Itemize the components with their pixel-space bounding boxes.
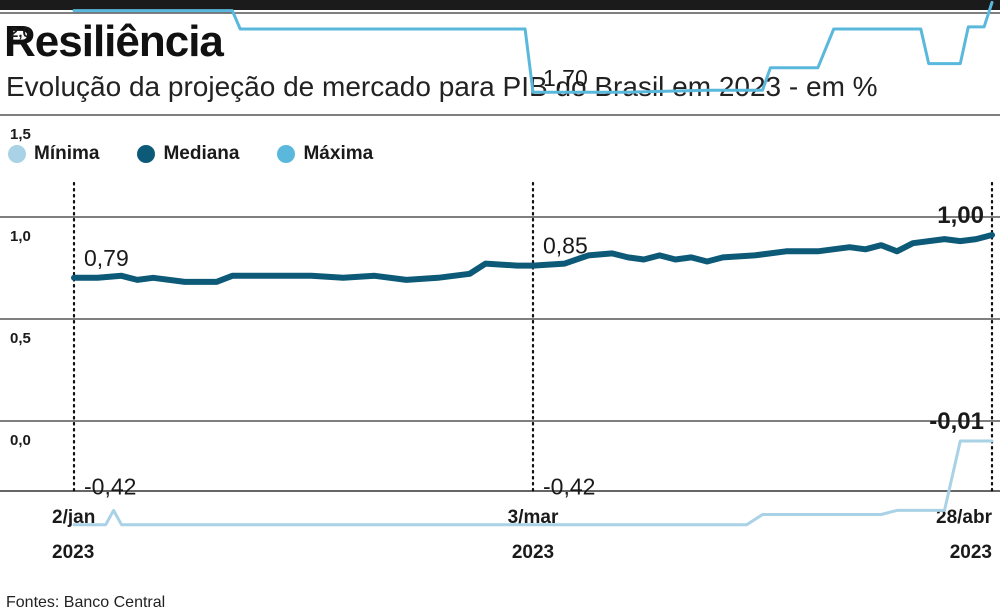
legend-swatch-mediana xyxy=(137,145,156,163)
y-tick-label-1: 2,0 xyxy=(10,24,31,41)
y-tick-label-2: 1,5 xyxy=(10,126,31,143)
y-tick-label-4: 0,5 xyxy=(10,330,31,347)
data-label-mediana-1: 0,85 xyxy=(543,233,588,259)
x-tick-label-2: 28/abr xyxy=(936,507,993,528)
chart-subtitle: Evolução da projeção de mercado para PIB… xyxy=(6,71,878,102)
data-label-maxima-0: 2,10 xyxy=(84,0,129,4)
legend: Mínima Mediana Máxima xyxy=(8,140,411,168)
legend-item-minima: Mínima xyxy=(8,143,99,165)
series-line-mediana xyxy=(71,232,995,285)
legend-swatch-maxima xyxy=(277,145,296,163)
x-tick-label-0: 2/jan xyxy=(52,507,95,528)
legend-item-mediana: Mediana xyxy=(137,143,239,165)
data-label-minima-1: -0,42 xyxy=(543,474,595,500)
x-tick-label-1: 3/mar xyxy=(508,507,559,528)
data-label-mediana-0: 0,79 xyxy=(84,245,129,271)
y-tick-label-5: 0,0 xyxy=(10,432,31,449)
series-line-maxima xyxy=(72,0,994,94)
data-label-minima-0: -0,42 xyxy=(84,474,136,500)
x-tick-year-1: 2023 xyxy=(512,542,554,563)
data-label-maxima-1: 1,70 xyxy=(543,65,588,91)
series-line-minima xyxy=(72,439,994,527)
legend-label-minima: Mínima xyxy=(34,143,100,164)
y-tick-label-3: 1,0 xyxy=(10,228,31,245)
data-label-minima-2: -0,01 xyxy=(929,408,984,435)
legend-swatch-minima xyxy=(8,145,26,163)
top-rule xyxy=(0,0,1000,10)
legend-item-maxima: Máxima xyxy=(277,143,373,165)
legend-label-maxima: Máxima xyxy=(303,143,374,164)
chart-title: Resiliência xyxy=(4,17,224,66)
legend-label-mediana: Mediana xyxy=(163,143,240,164)
x-tick-year-2: 2023 xyxy=(950,542,992,563)
x-tick-year-0: 2023 xyxy=(52,542,94,563)
source-note: Fontes: Banco Central xyxy=(6,594,166,611)
data-label-mediana-2: 1,00 xyxy=(937,202,984,229)
